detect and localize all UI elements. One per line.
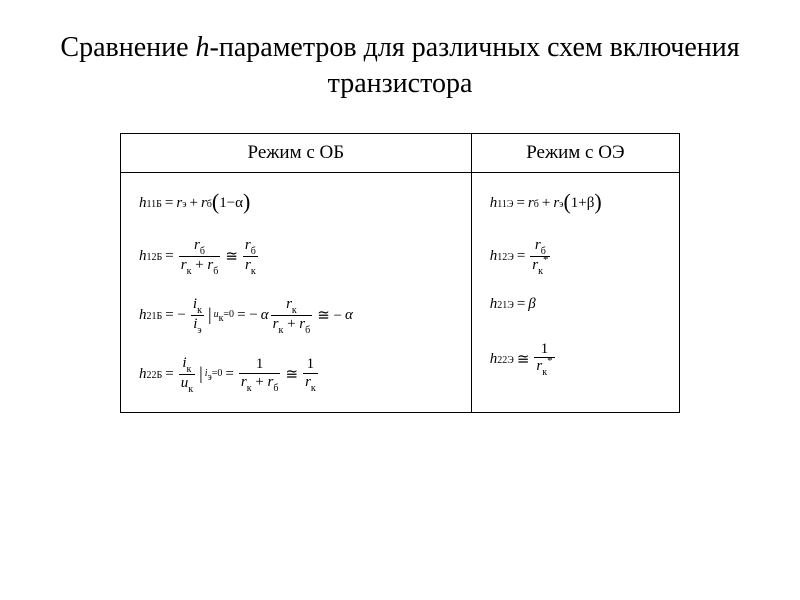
cell-oe: h11Э = rб + rэ (1+β) h12Э = rб rк* [471, 172, 679, 412]
h12b-d2: r [245, 257, 251, 273]
h21b-d2bs: б [305, 325, 310, 336]
header-ob: Режим с ОБ [121, 133, 472, 172]
h21b-d1s: э [197, 325, 201, 336]
h22e-ds: к [542, 367, 547, 378]
cell-ob: h11Б = rэ + rб (1−α) h12Б = rб rк + rб ≅ [121, 172, 472, 412]
eq-oe-h21: h21Э = β [490, 296, 661, 313]
h12b-lhs: h [139, 248, 147, 265]
h12b-n1: r [194, 237, 200, 253]
h21b-alpha2: α [345, 307, 353, 324]
h12b-d1bs: б [213, 266, 218, 277]
h22b-condv: =0 [212, 368, 223, 379]
h21b-n2s: к [292, 305, 297, 316]
h11b-factor: 1−α [219, 195, 243, 212]
h21b-n1s: к [197, 305, 202, 316]
h22b-d2as: к [247, 383, 252, 394]
h11e-factor: 1+β [571, 195, 595, 212]
h11e-lhs-sub: 11Э [497, 199, 513, 210]
h12e-ds: к [538, 266, 543, 277]
h11b-lhs: h [139, 195, 147, 212]
h12e-lhs: h [490, 248, 498, 265]
h22b-n1s: к [187, 364, 192, 375]
h11b-r1-sub: э [182, 199, 186, 210]
h12b-n2: r [245, 237, 251, 253]
h21b-d2as: к [278, 325, 283, 336]
h12b-n1s: б [200, 246, 205, 257]
title-part1: Сравнение [60, 32, 195, 63]
h22b-d1s: к [188, 384, 193, 395]
h21e-rhs: β [528, 296, 535, 313]
h12b-d1a: r [181, 257, 187, 273]
h22b-conds: э [207, 372, 211, 383]
h22b-lhs: h [139, 366, 147, 383]
h12e-star: * [543, 254, 549, 266]
h11e-r1-sub: б [534, 199, 539, 210]
h11b-lhs-sub: 11Б [147, 199, 162, 210]
h22b-n3: 1 [305, 356, 317, 373]
h21b-condv: =0 [223, 309, 234, 320]
comparison-table: Режим с ОБ Режим с ОЭ h11Б = rэ + rб (1−… [120, 133, 680, 413]
h22b-d2bs: б [273, 383, 278, 394]
h22e-lhs-sub: 22Э [497, 355, 514, 366]
header-oe: Режим с ОЭ [471, 133, 679, 172]
h22e-star: * [547, 355, 553, 367]
h12e-n: r [535, 237, 541, 253]
eq-ob-h22: h22Б = iк uк |iэ=0 = 1 rк + rб ≅ 1 [139, 355, 453, 394]
eq-ob-h12: h12Б = rб rк + rб ≅ rб rк [139, 237, 453, 276]
h12b-d2s: к [251, 266, 256, 277]
h21b-cond: u [214, 309, 219, 320]
h12b-lhs-sub: 12Б [147, 252, 163, 263]
eq-oe-h22: h22Э ≅ 1 rк* [490, 341, 661, 378]
h22b-n1: i [182, 355, 186, 371]
eq-ob-h11: h11Б = rэ + rб (1−α) [139, 191, 453, 217]
title-part2: -параметров для различных схем включения… [210, 32, 740, 99]
h22e-lhs: h [490, 351, 498, 368]
h21b-lhs-sub: 21Б [147, 311, 163, 322]
eq-ob-h21: h21Б = − iк iэ |uк=0 = −α rк rк + rб ≅ −… [139, 296, 453, 335]
h12e-lhs-sub: 12Э [497, 252, 514, 263]
h21e-lhs: h [490, 296, 498, 313]
page-title: Сравнение h-параметров для различных схе… [60, 30, 740, 103]
h11e-lhs: h [490, 195, 498, 212]
h22b-lhs-sub: 22Б [147, 370, 163, 381]
h12b-d1as: к [187, 266, 192, 277]
h22b-d2a: r [241, 374, 247, 390]
eq-oe-h11: h11Э = rб + rэ (1+β) [490, 191, 661, 217]
h21b-alpha: α [261, 307, 269, 324]
h12b-n2s: б [251, 246, 256, 257]
h22b-d3s: к [311, 383, 316, 394]
title-h: h [196, 32, 210, 63]
h22b-n2: 1 [254, 356, 266, 373]
h21b-conds: к [219, 313, 224, 324]
h21e-lhs-sub: 21Э [497, 300, 514, 311]
eq-oe-h12: h12Э = rб rк* [490, 237, 661, 276]
h21b-lhs: h [139, 307, 147, 324]
